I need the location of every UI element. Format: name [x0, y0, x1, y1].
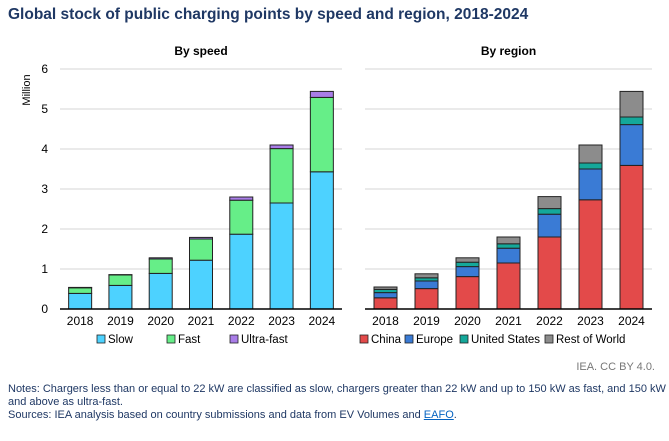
panel-title: By speed — [174, 44, 227, 58]
notes: Notes: Chargers less than or equal to 22… — [8, 383, 668, 422]
sources-text: Sources: IEA analysis based on country s… — [8, 409, 668, 422]
bar-segment — [68, 287, 93, 294]
x-tick-label: 2018 — [372, 314, 399, 328]
x-tick-label: 2023 — [268, 314, 295, 328]
x-tick-label: 2020 — [147, 314, 174, 328]
bar-segment — [148, 258, 173, 274]
bar-segment — [148, 257, 173, 260]
chart-canvas: By speed 0 1 2 3 4 5 6 Million 2018 2019 2020 2021 20… — [21, 44, 652, 346]
bar-segment — [578, 144, 603, 164]
bar-segment — [537, 213, 562, 238]
y-tick-label: 4 — [41, 142, 48, 156]
bar-segment — [269, 144, 294, 150]
bar-segment — [229, 233, 254, 310]
bar-segment — [68, 292, 93, 310]
eafo-link[interactable]: EAFO — [423, 409, 454, 421]
y-tick-label: 5 — [41, 102, 48, 116]
bar-segment — [414, 273, 439, 279]
bar-segment — [229, 196, 254, 201]
x-tick-label: 2021 — [188, 314, 215, 328]
x-tick-label: 2022 — [536, 314, 563, 328]
legend-swatch — [404, 334, 414, 344]
bar-segment — [619, 124, 644, 166]
bar-segment — [578, 162, 603, 170]
legend-label: Europe — [416, 334, 453, 346]
bar-segment — [414, 280, 439, 290]
bar-segment — [373, 292, 398, 299]
bar-segment — [269, 148, 294, 204]
bar-segment — [578, 199, 603, 310]
legend-swatch — [459, 334, 469, 344]
bar-segment — [537, 196, 562, 210]
bar-segment — [373, 297, 398, 310]
y-tick-label: 0 — [41, 302, 48, 316]
y-tick-label: 1 — [41, 262, 48, 276]
bar-segment — [148, 272, 173, 310]
sources-suffix: . — [453, 409, 457, 421]
bar-segment — [496, 262, 521, 310]
x-tick-label: 2019 — [413, 314, 440, 328]
bar-segment — [537, 208, 562, 215]
x-tick-label: 2018 — [67, 314, 94, 328]
chart-title: Global stock of public charging points b… — [8, 6, 529, 23]
bar-segment — [496, 247, 521, 264]
notes-text: Notes: Chargers less than or equal to 22… — [8, 383, 666, 408]
bar-segment — [189, 259, 213, 310]
x-tick-label: 2021 — [495, 314, 522, 328]
credit: IEA. CC BY 4.0. — [576, 361, 655, 373]
x-tick-label: 2024 — [309, 314, 336, 328]
y-axis-label: Million — [21, 74, 33, 105]
sources-prefix: Sources: IEA analysis based on country s… — [8, 409, 424, 421]
legend-label: Slow — [108, 334, 134, 346]
y-tick-label: 3 — [41, 182, 48, 196]
legend-swatch — [96, 334, 106, 344]
bar-segment — [455, 276, 480, 310]
legend-label: United States — [471, 334, 540, 346]
bar-segment — [455, 261, 480, 268]
legend-swatch — [166, 334, 176, 344]
bar-segment — [309, 90, 334, 98]
x-tick-label: 2020 — [454, 314, 481, 328]
legend-swatch — [229, 334, 239, 344]
legend-swatch — [544, 334, 554, 344]
x-tick-label: 2022 — [228, 314, 255, 328]
bar-segment — [309, 171, 334, 310]
bar-segment — [309, 96, 334, 173]
panel-title: By region — [481, 44, 536, 58]
bar-segment — [373, 286, 398, 290]
legend-label: China — [371, 334, 402, 346]
legend-label: Fast — [178, 334, 201, 346]
legend-label: Rest of World — [556, 334, 625, 346]
legend-label: Ultra-fast — [241, 334, 288, 346]
x-tick-label: 2019 — [107, 314, 134, 328]
bar-segment — [189, 236, 213, 240]
x-tick-label: 2024 — [618, 314, 645, 328]
bar-segment — [619, 116, 644, 126]
bar-segment — [496, 236, 521, 245]
bar-segment — [496, 243, 521, 249]
y-tick-label: 2 — [41, 222, 48, 236]
x-tick-label: 2023 — [577, 314, 604, 328]
bar-segment — [578, 168, 603, 201]
bar-segment — [619, 164, 644, 310]
bar-segment — [269, 202, 294, 310]
bar-segment — [455, 266, 480, 278]
y-tick-label: 6 — [41, 62, 48, 76]
bar-segment — [414, 288, 439, 310]
legend-swatch — [359, 334, 369, 344]
bar-segment — [229, 199, 254, 235]
bar-segment — [108, 274, 133, 286]
bar-segment — [108, 284, 133, 310]
bar-segment — [619, 90, 644, 118]
bar-segment — [537, 236, 562, 310]
bar-segment — [455, 257, 480, 263]
bar-segment — [189, 238, 213, 261]
